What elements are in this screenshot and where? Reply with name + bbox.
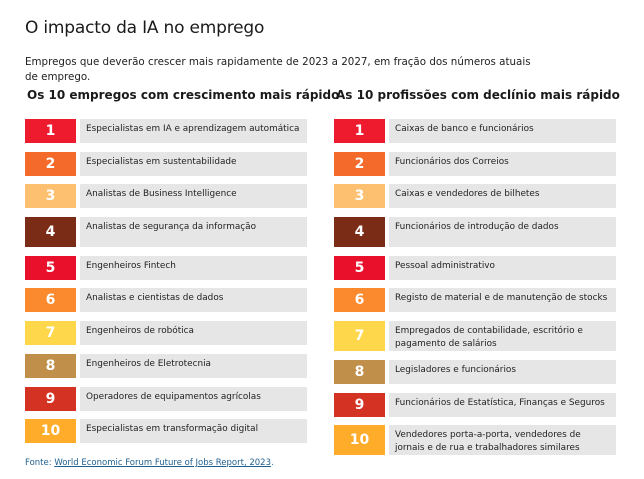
growth-rank-badge: 6 — [25, 288, 76, 313]
growth-job-label: Analistas e cientistas de dados — [80, 288, 307, 313]
decline-rank-badge: 7 — [334, 321, 385, 352]
growth-job-label: Engenheiros de robótica — [80, 321, 307, 346]
decline-job-label: Caixas de banco e funcionários — [389, 119, 616, 143]
growth-rank-badge: 1 — [25, 119, 76, 143]
growth-job-label: Engenheiros Fintech — [80, 255, 307, 280]
growth-job-label: Analistas de Business Intelligence — [80, 184, 307, 209]
growth-job-label: Analistas de segurança da informação — [80, 217, 307, 248]
decline-rank-badge: 9 — [334, 392, 385, 417]
source-link[interactable]: World Economic Forum Future of Jobs Repo… — [54, 458, 271, 468]
growth-job-label: Especialistas em IA e aprendizagem autom… — [80, 119, 307, 143]
growth-job-label: Especialistas em sustentabilidade — [80, 151, 307, 176]
growth-rank-badge: 4 — [25, 217, 76, 248]
growth-rank-badge: 9 — [25, 386, 76, 411]
decline-rank-badge: 6 — [334, 288, 385, 313]
decline-heading: As 10 profissões com declínio mais rápid… — [336, 88, 620, 102]
growth-rank-badge: 7 — [25, 321, 76, 346]
decline-rank-badge: 2 — [334, 151, 385, 176]
decline-rank-badge: 10 — [334, 425, 385, 456]
source-suffix: . — [270, 458, 274, 468]
decline-job-label: Pessoal administrativo — [389, 255, 616, 280]
decline-rank-badge: 5 — [334, 255, 385, 280]
growth-rank-badge: 5 — [25, 255, 76, 280]
decline-rank-badge: 1 — [334, 119, 385, 143]
source-prefix: Fonte: — [25, 458, 55, 468]
decline-job-label: Empregados de contabilidade, escritório … — [389, 321, 616, 352]
growth-job-label: Especialistas em transformação digital — [80, 419, 307, 444]
decline-job-label: Funcionários de Estatística, Finanças e … — [389, 392, 616, 417]
decline-job-label: Funcionários dos Correios — [389, 151, 616, 176]
growth-job-label: Operadores de equipamentos agrícolas — [80, 386, 307, 411]
growth-heading: Os 10 empregos com crescimento mais rápi… — [27, 88, 340, 102]
growth-rank-badge: 8 — [25, 353, 76, 378]
decline-job-label: Caixas e vendedores de bilhetes — [389, 184, 616, 209]
growth-rank-badge: 2 — [25, 151, 76, 176]
decline-job-label: Legisladores e funcionários — [389, 359, 616, 384]
decline-rank-badge: 4 — [334, 217, 385, 248]
decline-job-label: Funcionários de introdução de dados — [389, 217, 616, 248]
growth-job-label: Engenheiros de Eletrotecnia — [80, 353, 307, 378]
subtitle: Empregos que deverão crescer mais rapida… — [25, 56, 531, 83]
page-title: O impacto da IA no emprego — [25, 18, 265, 38]
growth-rank-badge: 3 — [25, 184, 76, 209]
decline-rank-badge: 8 — [334, 359, 385, 384]
growth-rank-badge: 10 — [25, 419, 76, 444]
decline-rank-badge: 3 — [334, 184, 385, 209]
source-note: Fonte: World Economic Forum Future of Jo… — [25, 458, 274, 468]
decline-job-label: Registo de material e de manutenção de s… — [389, 288, 616, 313]
decline-job-label: Vendedores porta-a-porta, vendedores de … — [389, 425, 616, 456]
